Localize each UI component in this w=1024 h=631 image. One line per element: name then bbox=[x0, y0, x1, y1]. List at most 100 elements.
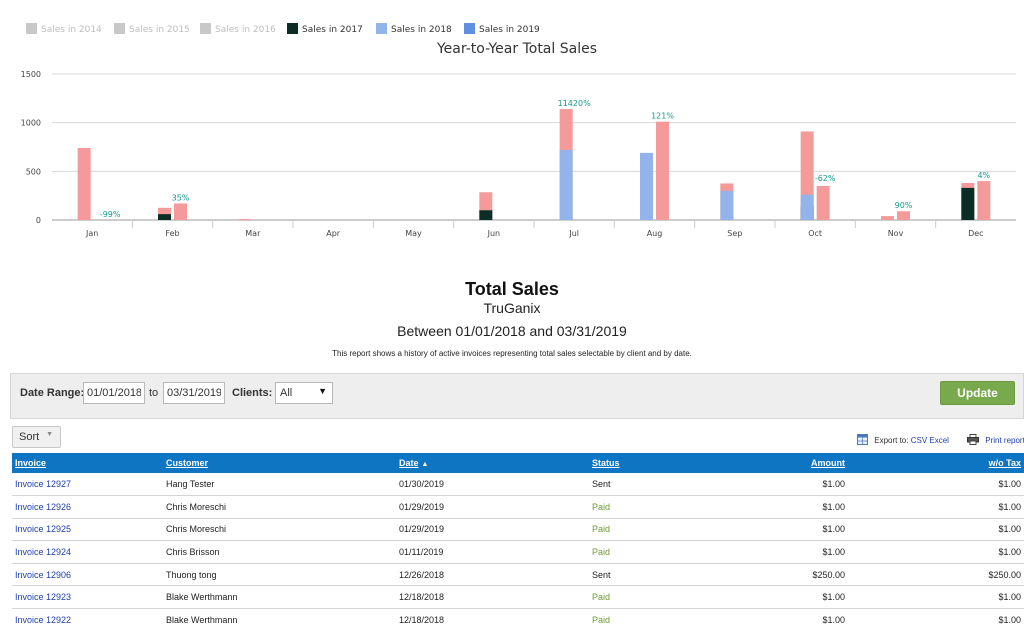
sort-ascending-icon: ▲ bbox=[421, 461, 429, 468]
amount-cell: $1.00 bbox=[822, 615, 845, 626]
wo-tax-cell: $1.00 bbox=[848, 585, 1024, 610]
table-row: Invoice 12922 Blake Werthmann 12/18/2018… bbox=[12, 609, 1024, 631]
bar-highlight-right bbox=[174, 203, 187, 220]
customer-cell: Blake Werthmann bbox=[166, 615, 238, 626]
status-cell: Paid bbox=[589, 585, 725, 610]
amount-cell: $1.00 bbox=[725, 518, 848, 542]
x-tick-label: Jan bbox=[85, 229, 98, 238]
date-cell: 12/26/2018 bbox=[396, 563, 589, 587]
report-header: Total Sales TruGanix Between 01/01/2018 … bbox=[0, 279, 1024, 359]
col-header-invoice[interactable]: Invoice bbox=[12, 453, 163, 473]
col-header-wo-tax[interactable]: w/o Tax bbox=[848, 453, 1024, 473]
legend-swatch bbox=[287, 23, 298, 34]
legend-swatch bbox=[114, 23, 125, 34]
status-cell: Paid bbox=[589, 518, 725, 542]
x-tick-label: Oct bbox=[808, 229, 822, 238]
date-cell: 12/18/2018 bbox=[396, 585, 589, 610]
legend-swatch bbox=[376, 23, 387, 34]
x-tick-label: Feb bbox=[165, 229, 179, 238]
spreadsheet-icon bbox=[857, 434, 868, 445]
sort-button[interactable]: Sort ▼ bbox=[12, 426, 61, 448]
legend-label: Sales in 2018 bbox=[391, 25, 452, 35]
customer-cell: Hang Tester bbox=[163, 473, 396, 497]
legend-label: Sales in 2016 bbox=[215, 25, 276, 35]
invoice-link[interactable]: Invoice 12926 bbox=[12, 495, 163, 519]
bar-2017 bbox=[961, 187, 975, 220]
y-tick-label: 0 bbox=[36, 216, 41, 225]
x-tick-label: Apr bbox=[326, 229, 341, 238]
legend-label: Sales in 2015 bbox=[129, 25, 190, 35]
bar-2017 bbox=[158, 214, 171, 220]
report-description: This report shows a history of active in… bbox=[332, 349, 692, 358]
date-cell: 01/30/2019 bbox=[396, 473, 589, 497]
invoice-link[interactable]: Invoice 12906 bbox=[12, 563, 163, 587]
customer-cell: Chris Moreschi bbox=[163, 518, 396, 542]
col-header-status[interactable]: Status bbox=[589, 453, 725, 473]
legend-swatch bbox=[200, 23, 211, 34]
x-tick-label: Jul bbox=[568, 229, 579, 238]
status-cell: Paid bbox=[589, 540, 725, 564]
wo-tax-cell: $1.00 bbox=[848, 540, 1024, 564]
print-report-control[interactable]: Print report bbox=[967, 434, 1024, 445]
report-title: Total Sales bbox=[465, 279, 559, 299]
wo-tax-cell: $1.00 bbox=[848, 495, 1024, 519]
customer-cell: Blake Werthmann bbox=[163, 585, 396, 610]
bar-highlight-right bbox=[977, 181, 991, 220]
bar-2018 bbox=[559, 149, 573, 220]
table-row: Invoice 12925 Chris Moreschi 01/29/2019 … bbox=[12, 518, 1024, 542]
wo-tax-cell: $1.00 bbox=[848, 518, 1024, 542]
printer-icon bbox=[967, 434, 979, 445]
customer-cell: Thuong tong bbox=[163, 563, 396, 587]
table-header-row: Invoice Customer Date ▲ Status Amount w/o… bbox=[12, 453, 1024, 473]
percent-change-label: 121% bbox=[651, 112, 674, 121]
invoice-link[interactable]: Invoice 12924 bbox=[12, 540, 163, 564]
percent-change-label: 11420% bbox=[558, 99, 591, 108]
to-label: to bbox=[149, 387, 159, 399]
wo-tax-cell: $1.00 bbox=[998, 615, 1021, 626]
y-tick-label: 500 bbox=[26, 167, 41, 176]
bar-highlight-left bbox=[77, 147, 91, 220]
legend-label: Sales in 2017 bbox=[302, 25, 363, 35]
status-cell: Sent bbox=[589, 563, 725, 587]
col-header-date[interactable]: Date ▲ bbox=[396, 453, 589, 473]
amount-cell: $1.00 bbox=[725, 585, 848, 610]
export-controls: Export to: CSV Excel bbox=[857, 434, 949, 445]
legend-swatch bbox=[464, 23, 475, 34]
invoice-link[interactable]: Invoice 12927 bbox=[12, 473, 163, 497]
date-cell: 12/18/2018 bbox=[399, 615, 445, 626]
print-report-link[interactable]: Print report bbox=[985, 436, 1024, 445]
invoice-link[interactable]: Invoice 12923 bbox=[12, 585, 163, 610]
x-tick-label: Mar bbox=[245, 229, 261, 238]
end-date-input[interactable] bbox=[163, 382, 225, 404]
amount-cell: $1.00 bbox=[725, 473, 848, 497]
bar-highlight-right bbox=[897, 211, 910, 220]
col-header-customer[interactable]: Customer bbox=[163, 453, 396, 473]
table-row: Invoice 12906 Thuong tong 12/26/2018 Sen… bbox=[12, 563, 1024, 587]
status-cell: Paid bbox=[592, 615, 611, 626]
status-cell: Paid bbox=[589, 495, 725, 519]
amount-cell: $250.00 bbox=[725, 563, 848, 587]
col-header-amount[interactable]: Amount bbox=[725, 453, 848, 473]
x-tick-label: Jun bbox=[487, 229, 501, 238]
bar-highlight-left bbox=[238, 219, 252, 220]
sales-chart: Sales in 2014 Sales in 2015 Sales in 2016 S… bbox=[0, 0, 1024, 250]
report-date-range: Between 01/01/2018 and 03/31/2019 bbox=[397, 323, 627, 339]
export-csv-excel-link[interactable]: CSV Excel bbox=[910, 436, 949, 445]
status-cell: Sent bbox=[589, 473, 725, 497]
percent-change-label: 4% bbox=[977, 171, 990, 180]
start-date-input[interactable] bbox=[83, 382, 145, 404]
chart-title: Year-to-Year Total Sales bbox=[436, 41, 597, 57]
invoice-link[interactable]: Invoice 12925 bbox=[12, 518, 163, 542]
clients-select[interactable]: All ▼ bbox=[275, 382, 333, 404]
percent-change-label: 35% bbox=[172, 193, 190, 202]
table-row: Invoice 12927 Hang Tester 01/30/2019 Sen… bbox=[12, 473, 1024, 497]
date-cell: 01/29/2019 bbox=[396, 495, 589, 519]
percent-change-label: -99% bbox=[100, 210, 121, 219]
sales-chart-svg: Sales in 2014 Sales in 2015 Sales in 2016 S… bbox=[21, 23, 1016, 238]
invoice-link[interactable]: Invoice 12922 bbox=[15, 615, 72, 626]
update-button[interactable]: Update bbox=[940, 381, 1015, 405]
invoices-table: Invoice Customer Date ▲ Status Amount w/o… bbox=[12, 453, 1024, 631]
customer-cell: Chris Moreschi bbox=[163, 495, 396, 519]
bar-2018 bbox=[640, 152, 653, 220]
export-prefix: Export to: bbox=[874, 436, 909, 445]
